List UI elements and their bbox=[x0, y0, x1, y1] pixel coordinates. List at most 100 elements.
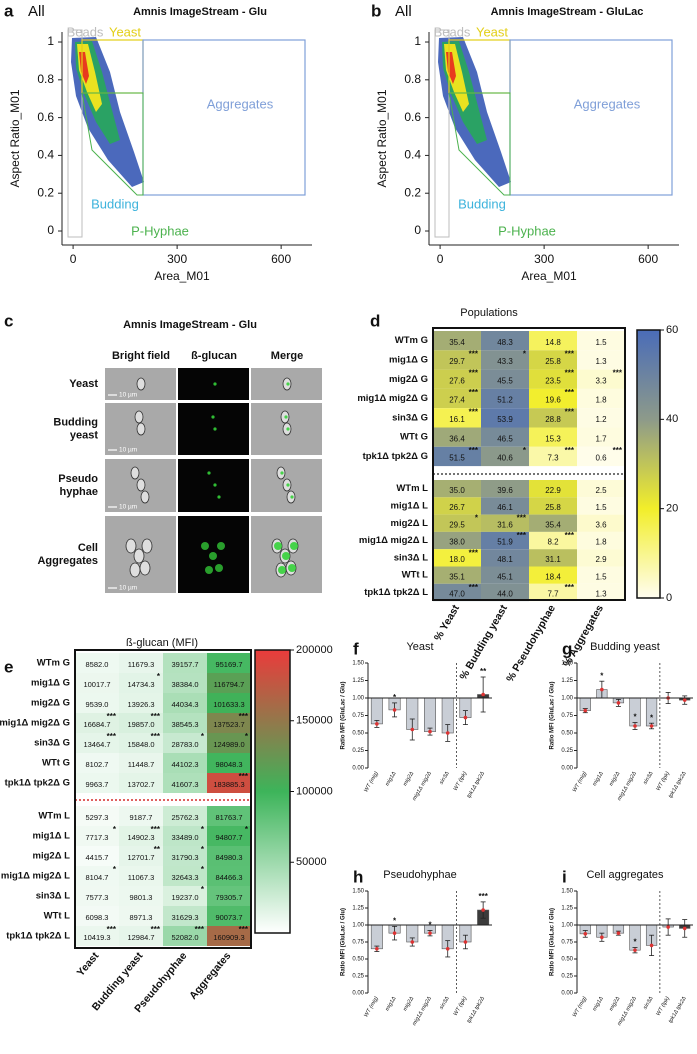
x-tick-label: 0 bbox=[70, 252, 77, 266]
significance-label: *** bbox=[107, 732, 117, 741]
value-label: 45.1 bbox=[497, 572, 513, 581]
colorbar-tick-label: 50000 bbox=[296, 856, 327, 868]
row-label: tpk1Δ tpk2Δ G bbox=[5, 778, 70, 789]
value-label: 19237.0 bbox=[171, 893, 198, 902]
bar-mean-point bbox=[682, 926, 687, 931]
y-tick-label: 0.25 bbox=[352, 974, 364, 980]
heatmap-cell bbox=[163, 926, 207, 946]
value-label: 11679.3 bbox=[128, 660, 155, 669]
value-label: 19.6 bbox=[545, 396, 561, 405]
x-tick-label: WT (mig) bbox=[363, 996, 380, 1019]
bar-mean-point bbox=[375, 947, 379, 951]
heatmap-cell bbox=[529, 497, 577, 515]
x-tick-label: mig2Δ bbox=[608, 770, 621, 787]
panel-label: e bbox=[4, 657, 13, 676]
significance-label: *** bbox=[239, 925, 249, 934]
significance-label: *** bbox=[107, 712, 117, 721]
significance-label: ** bbox=[154, 845, 161, 854]
chart-title: Budding yeast bbox=[590, 641, 660, 653]
value-label: 27.6 bbox=[449, 376, 465, 385]
glucan-signal bbox=[278, 566, 286, 574]
y-tick-label: 0.75 bbox=[561, 940, 573, 946]
heatmap-cell bbox=[529, 427, 577, 447]
value-label: 38384.0 bbox=[171, 680, 198, 689]
value-label: 1.3 bbox=[595, 590, 607, 599]
value-label: 81763.7 bbox=[215, 813, 242, 822]
bar-mean-point bbox=[392, 931, 397, 935]
heatmap-frame bbox=[432, 327, 626, 601]
value-label: 48.3 bbox=[497, 338, 513, 347]
value-label: 1.5 bbox=[595, 338, 607, 347]
value-label: 13926.3 bbox=[127, 700, 154, 709]
bar bbox=[370, 924, 383, 950]
row-label: mig1Δ mig2Δ G bbox=[0, 718, 70, 729]
colorbar-tick-label: 150000 bbox=[296, 715, 333, 727]
significance-label: *** bbox=[565, 388, 575, 397]
row-label: tpk1Δ tpk2Δ G bbox=[363, 451, 428, 462]
value-label: 8.2 bbox=[547, 538, 559, 547]
significance-label: * bbox=[245, 732, 249, 741]
cell bbox=[140, 490, 150, 504]
y-tick-label: 0.50 bbox=[561, 957, 573, 963]
heatmap-cell bbox=[481, 497, 529, 515]
y-axis-title: Ratio MFI (GluLac / Glu) bbox=[341, 682, 347, 750]
heatmap-cell bbox=[207, 713, 251, 733]
population-label: All bbox=[28, 3, 45, 20]
heatmap-cell bbox=[119, 886, 163, 906]
heatmap-cell bbox=[163, 846, 207, 866]
x-tick-label: mig1Δ bbox=[385, 995, 398, 1012]
heatmap-cell bbox=[75, 846, 119, 866]
row-label: tpk1Δ tpk2Δ L bbox=[6, 931, 70, 942]
value-label: 31.6 bbox=[497, 520, 513, 529]
scale-bar-label: 10 µm bbox=[119, 504, 137, 511]
heatmap-cell bbox=[163, 866, 207, 886]
heatmap-cell bbox=[119, 846, 163, 866]
heatmap-cell bbox=[481, 514, 529, 532]
bar-mean-point bbox=[616, 701, 621, 705]
heatmap-cell bbox=[163, 773, 207, 793]
heatmap-cell bbox=[481, 549, 529, 567]
colorbar-tick-label: 20 bbox=[666, 503, 678, 515]
bar-mean-point bbox=[633, 724, 637, 728]
gate bbox=[67, 29, 83, 238]
value-label: 1.5 bbox=[595, 503, 607, 512]
x-tick-label: 300 bbox=[534, 252, 554, 266]
significance-label: *** bbox=[469, 583, 479, 592]
heatmap-cell bbox=[529, 583, 577, 602]
significance-label: * bbox=[201, 825, 205, 834]
significance-label: *** bbox=[469, 388, 479, 397]
heatmap-cell bbox=[577, 408, 625, 428]
heatmap-cell bbox=[577, 446, 625, 467]
row-label: mig1Δ G bbox=[31, 678, 70, 689]
value-label: 98048.3 bbox=[215, 760, 242, 769]
value-label: 8104.7 bbox=[86, 873, 109, 882]
heatmap-cell bbox=[433, 408, 481, 428]
value-label: 36.4 bbox=[449, 434, 465, 443]
value-label: 8971.3 bbox=[130, 913, 153, 922]
value-label: 4415.7 bbox=[86, 853, 109, 862]
x-tick-label: tpk1Δ tpk2Δ bbox=[466, 995, 486, 1024]
x-tick-label: WT (mig) bbox=[572, 996, 589, 1019]
row-label: sin3Δ L bbox=[36, 891, 70, 902]
significance-label: * bbox=[201, 865, 205, 874]
glucan-signal bbox=[286, 427, 290, 431]
value-label: 116794.7 bbox=[214, 680, 245, 689]
panel-label: d bbox=[370, 311, 380, 330]
value-label: 2.5 bbox=[595, 486, 607, 495]
value-label: 14.8 bbox=[545, 338, 561, 347]
y-tick-label: 0.25 bbox=[561, 974, 573, 980]
value-label: 18.0 bbox=[449, 555, 465, 564]
y-tick-label: 0.50 bbox=[352, 957, 364, 963]
y-tick-label: 0.00 bbox=[561, 766, 573, 772]
x-tick-label: WT (mig) bbox=[363, 771, 380, 794]
value-label: 18.4 bbox=[545, 572, 561, 581]
heatmap-cell bbox=[163, 806, 207, 826]
row-label: mig2Δ G bbox=[389, 374, 428, 385]
value-label: 137523.7 bbox=[213, 720, 244, 729]
heatmap-cell bbox=[481, 350, 529, 370]
glucan-signal bbox=[211, 415, 215, 419]
value-label: 28783.0 bbox=[171, 740, 198, 749]
value-label: 46.1 bbox=[497, 503, 513, 512]
significance-label: *** bbox=[517, 531, 527, 540]
value-label: 12701.7 bbox=[127, 853, 154, 862]
